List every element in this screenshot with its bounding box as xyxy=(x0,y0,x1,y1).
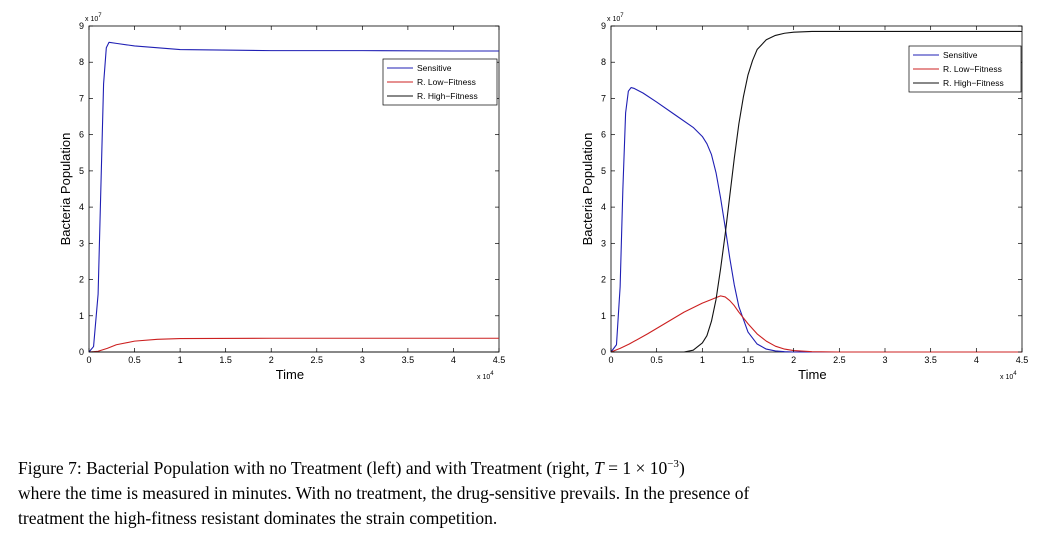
y-tick-label: 5 xyxy=(601,166,606,176)
caption-label: Figure 7: xyxy=(18,457,82,478)
series-line-2 xyxy=(88,337,499,353)
x-tick-label: 2 xyxy=(269,355,274,365)
caption-math-eq: = 1 × 10 xyxy=(608,457,668,478)
y-tick-label: 3 xyxy=(79,238,84,248)
y-tick-label: 0 xyxy=(79,347,84,357)
x-multiplier-exp: 4 xyxy=(1013,371,1017,377)
x-axis-label: Time xyxy=(798,367,826,382)
y-tick-label: 0 xyxy=(601,347,606,357)
x-tick-label: 4.5 xyxy=(493,355,506,365)
x-tick-label: 4 xyxy=(451,355,456,365)
y-tick-label: 2 xyxy=(601,275,606,285)
x-tick-label: 0.5 xyxy=(650,355,663,365)
caption-line-3: treatment the high-fitness resistant dom… xyxy=(18,507,498,528)
x-tick-label: 2 xyxy=(791,355,796,365)
caption-text: Bacterial Population with no Treatment (… xyxy=(86,457,590,478)
y-tick-label: 5 xyxy=(79,166,84,176)
legend-label-1: Sensitive xyxy=(417,63,452,73)
x-tick-label: 3.5 xyxy=(402,355,415,365)
x-tick-label: 1 xyxy=(700,355,705,365)
y-tick-label: 1 xyxy=(79,311,84,321)
x-tick-label: 1.5 xyxy=(219,355,232,365)
x-tick-label: 3 xyxy=(882,355,887,365)
caption-close: ) xyxy=(678,457,685,478)
y-multiplier-exp: 7 xyxy=(620,13,624,19)
x-tick-label: 0 xyxy=(608,355,613,365)
y-tick-label: 4 xyxy=(79,202,84,212)
legend-label-2: R. Low−Fitness xyxy=(943,64,1002,74)
y-tick-label: 6 xyxy=(79,130,84,140)
x-tick-label: 1.5 xyxy=(742,355,755,365)
y-tick-label: 6 xyxy=(601,130,606,140)
legend: Sensitive R. Low−Fitness R. High−Fitness xyxy=(908,45,1022,93)
figure-caption: Figure 7: Bacterial Population with no T… xyxy=(18,452,1038,531)
series-line-1 xyxy=(610,87,1022,353)
series-line-2 xyxy=(610,295,1022,353)
x-tick-label: 3.5 xyxy=(924,355,937,365)
caption-line-2: where the time is measured in minutes. W… xyxy=(18,482,750,503)
y-axis-label: Bacteria Population xyxy=(58,133,73,246)
x-tick-label: 4.5 xyxy=(1016,355,1029,365)
series-line-3 xyxy=(611,30,1022,353)
legend-label-3: R. High−Fitness xyxy=(417,91,478,101)
y-tick-label: 7 xyxy=(601,93,606,103)
y-tick-label: 1 xyxy=(601,311,606,321)
x-multiplier: x 104 xyxy=(1000,371,1017,381)
legend-label-1: Sensitive xyxy=(943,50,978,60)
x-multiplier-exp: 4 xyxy=(490,371,494,377)
caption-line-1: Figure 7: Bacterial Population with no T… xyxy=(18,458,685,478)
x-tick-label: 2.5 xyxy=(833,355,846,365)
x-tick-label: 3 xyxy=(360,355,365,365)
caption-math-var: T xyxy=(593,457,604,478)
y-tick-label: 7 xyxy=(79,93,84,103)
legend-label-2: R. Low−Fitness xyxy=(417,77,476,87)
y-axis-label: Bacteria Population xyxy=(580,133,595,246)
legend-label-3: R. High−Fitness xyxy=(943,78,1004,88)
series-line-1 xyxy=(88,41,499,353)
legend: Sensitive R. Low−Fitness R. High−Fitness xyxy=(382,58,498,106)
y-multiplier-exp: 7 xyxy=(98,13,102,19)
y-tick-label: 9 xyxy=(79,21,84,31)
y-tick-label: 4 xyxy=(601,202,606,212)
x-tick-label: 1 xyxy=(178,355,183,365)
x-tick-label: 0.5 xyxy=(128,355,141,365)
y-tick-label: 8 xyxy=(601,57,606,67)
y-tick-label: 8 xyxy=(79,57,84,67)
caption-math-exp: −3 xyxy=(667,458,679,470)
y-multiplier: x 107 xyxy=(607,13,624,23)
x-tick-label: 4 xyxy=(974,355,979,365)
x-multiplier: x 104 xyxy=(477,371,494,381)
y-tick-label: 3 xyxy=(601,238,606,248)
chart-panel-right: 0 0.5 1 1.5 2 2.5 3 3.5 4 4.5 0 1 2 3 4 5 6 7 8 9x 107 x 104… xyxy=(580,13,1028,382)
y-multiplier: x 107 xyxy=(85,13,102,23)
y-tick-label: 2 xyxy=(79,275,84,285)
chart-panel-left: 0 0.5 1 1.5 2 2.5 3 3.5 4 4.5 0 1 2 3 4 5 6 7 8 9x 107 x 104… xyxy=(58,13,505,382)
y-tick-label: 9 xyxy=(601,21,606,31)
x-tick-label: 2.5 xyxy=(311,355,324,365)
x-tick-label: 0 xyxy=(86,355,91,365)
x-axis-label: Time xyxy=(276,367,304,382)
